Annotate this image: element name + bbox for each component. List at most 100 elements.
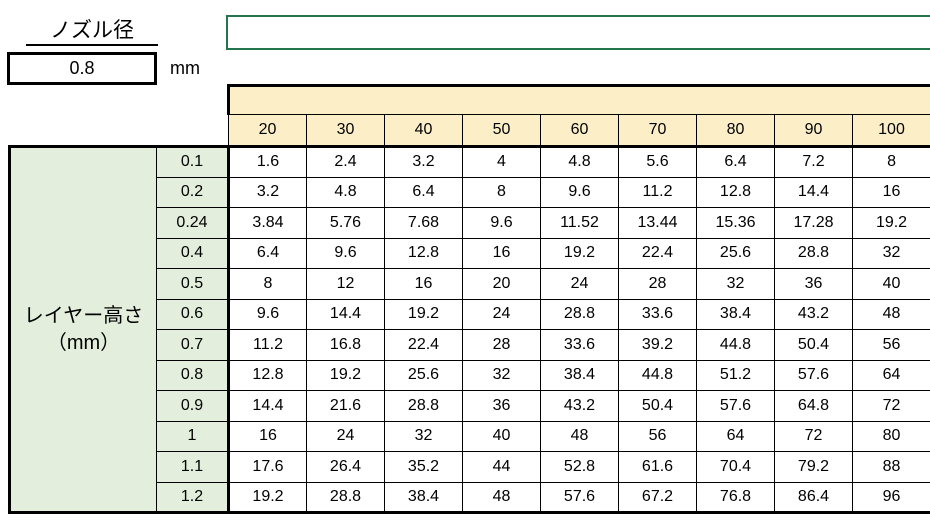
cell-h0.8-s80[interactable]: 51.2 [696, 359, 775, 391]
cell-h1.2-s90[interactable]: 86.4 [774, 481, 853, 514]
cell-h0.2-s100[interactable]: 16 [851, 176, 930, 208]
col-header-speed-30[interactable]: 30 [306, 114, 385, 148]
cell-h0.9-s80[interactable]: 57.6 [696, 390, 775, 422]
cell-h1.1-s30[interactable]: 26.4 [306, 451, 385, 483]
cell-h1.1-s50[interactable]: 44 [462, 451, 541, 483]
cell-h0.7-s30[interactable]: 16.8 [306, 329, 385, 361]
cell-h0.2-s80[interactable]: 12.8 [696, 176, 775, 208]
col-header-speed-50[interactable]: 50 [462, 114, 541, 148]
cell-h0.4-s50[interactable]: 16 [462, 237, 541, 269]
cell-h0.7-s40[interactable]: 22.4 [384, 329, 463, 361]
col-header-speed-20[interactable]: 20 [228, 114, 307, 148]
cell-h0.4-s20[interactable]: 6.4 [228, 237, 307, 269]
cell-h1-s50[interactable]: 40 [462, 420, 541, 452]
cell-h1-s40[interactable]: 32 [384, 420, 463, 452]
cell-h0.8-s30[interactable]: 19.2 [306, 359, 385, 391]
cell-h0.9-s90[interactable]: 64.8 [774, 390, 853, 422]
cell-h0.5-s40[interactable]: 16 [384, 268, 463, 300]
row-header-height-0.1[interactable]: 0.1 [156, 145, 230, 178]
cell-h0.8-s40[interactable]: 25.6 [384, 359, 463, 391]
row-header-height-0.8[interactable]: 0.8 [156, 359, 230, 391]
row-header-height-0.5[interactable]: 0.5 [156, 268, 230, 300]
cell-h0.4-s70[interactable]: 22.4 [618, 237, 697, 269]
cell-h0.8-s60[interactable]: 38.4 [540, 359, 619, 391]
cell-h0.1-s40[interactable]: 3.2 [384, 145, 463, 178]
row-header-height-0.9[interactable]: 0.9 [156, 390, 230, 422]
cell-h0.4-s80[interactable]: 25.6 [696, 237, 775, 269]
row-header-height-1.1[interactable]: 1.1 [156, 451, 230, 483]
cell-h0.9-s30[interactable]: 21.6 [306, 390, 385, 422]
cell-h1.2-s30[interactable]: 28.8 [306, 481, 385, 514]
cell-h0.6-s80[interactable]: 38.4 [696, 298, 775, 330]
cell-h0.6-s20[interactable]: 9.6 [228, 298, 307, 330]
cell-h0.8-s100[interactable]: 64 [851, 359, 930, 391]
cell-h0.6-s90[interactable]: 43.2 [774, 298, 853, 330]
cell-h0.4-s90[interactable]: 28.8 [774, 237, 853, 269]
cell-h0.2-s30[interactable]: 4.8 [306, 176, 385, 208]
cell-h0.8-s70[interactable]: 44.8 [618, 359, 697, 391]
cell-h0.9-s60[interactable]: 43.2 [540, 390, 619, 422]
cell-h1.1-s20[interactable]: 17.6 [228, 451, 307, 483]
cell-h0.24-s100[interactable]: 19.2 [851, 207, 930, 239]
cell-h0.2-s40[interactable]: 6.4 [384, 176, 463, 208]
row-header-height-1.2[interactable]: 1.2 [156, 481, 230, 514]
cell-h0.9-s70[interactable]: 50.4 [618, 390, 697, 422]
speed-header-band[interactable] [226, 84, 930, 115]
title-entry-box[interactable] [226, 15, 930, 50]
cell-h0.1-s70[interactable]: 5.6 [618, 145, 697, 178]
cell-h0.1-s30[interactable]: 2.4 [306, 145, 385, 178]
cell-h0.7-s60[interactable]: 33.6 [540, 329, 619, 361]
cell-h0.24-s70[interactable]: 13.44 [618, 207, 697, 239]
cell-h0.24-s40[interactable]: 7.68 [384, 207, 463, 239]
cell-h0.9-s40[interactable]: 28.8 [384, 390, 463, 422]
cell-h0.24-s50[interactable]: 9.6 [462, 207, 541, 239]
row-header-height-0.4[interactable]: 0.4 [156, 237, 230, 269]
cell-h0.8-s20[interactable]: 12.8 [228, 359, 307, 391]
cell-h1.2-s40[interactable]: 38.4 [384, 481, 463, 514]
cell-h1.2-s70[interactable]: 67.2 [618, 481, 697, 514]
cell-h1-s100[interactable]: 80 [851, 420, 930, 452]
col-header-speed-100[interactable]: 100 [851, 114, 930, 148]
cell-h1.1-s80[interactable]: 70.4 [696, 451, 775, 483]
cell-h0.7-s90[interactable]: 50.4 [774, 329, 853, 361]
cell-h1-s60[interactable]: 48 [540, 420, 619, 452]
cell-h0.1-s80[interactable]: 6.4 [696, 145, 775, 178]
cell-h0.2-s20[interactable]: 3.2 [228, 176, 307, 208]
cell-h1.2-s60[interactable]: 57.6 [540, 481, 619, 514]
cell-h0.1-s20[interactable]: 1.6 [228, 145, 307, 178]
cell-h1.1-s60[interactable]: 52.8 [540, 451, 619, 483]
cell-h0.24-s60[interactable]: 11.52 [540, 207, 619, 239]
cell-h0.7-s80[interactable]: 44.8 [696, 329, 775, 361]
nozzle-diameter-input[interactable]: 0.8 [7, 52, 157, 85]
cell-h0.2-s70[interactable]: 11.2 [618, 176, 697, 208]
row-header-height-1[interactable]: 1 [156, 420, 230, 452]
cell-h0.6-s100[interactable]: 48 [851, 298, 930, 330]
cell-h0.5-s20[interactable]: 8 [228, 268, 307, 300]
cell-h0.9-s50[interactable]: 36 [462, 390, 541, 422]
cell-h1-s70[interactable]: 56 [618, 420, 697, 452]
cell-h0.7-s20[interactable]: 11.2 [228, 329, 307, 361]
cell-h0.24-s90[interactable]: 17.28 [774, 207, 853, 239]
cell-h0.1-s50[interactable]: 4 [462, 145, 541, 178]
cell-h0.6-s30[interactable]: 14.4 [306, 298, 385, 330]
cell-h0.2-s90[interactable]: 14.4 [774, 176, 853, 208]
cell-h1.2-s50[interactable]: 48 [462, 481, 541, 514]
col-header-speed-70[interactable]: 70 [618, 114, 697, 148]
cell-h0.8-s50[interactable]: 32 [462, 359, 541, 391]
cell-h0.4-s40[interactable]: 12.8 [384, 237, 463, 269]
cell-h0.1-s100[interactable]: 8 [851, 145, 930, 178]
col-header-speed-80[interactable]: 80 [696, 114, 775, 148]
cell-h0.2-s60[interactable]: 9.6 [540, 176, 619, 208]
cell-h0.4-s100[interactable]: 32 [851, 237, 930, 269]
cell-h0.4-s30[interactable]: 9.6 [306, 237, 385, 269]
cell-h0.24-s30[interactable]: 5.76 [306, 207, 385, 239]
cell-h0.5-s90[interactable]: 36 [774, 268, 853, 300]
cell-h0.1-s60[interactable]: 4.8 [540, 145, 619, 178]
col-header-speed-90[interactable]: 90 [774, 114, 853, 148]
cell-h0.9-s20[interactable]: 14.4 [228, 390, 307, 422]
cell-h1-s90[interactable]: 72 [774, 420, 853, 452]
cell-h1.2-s20[interactable]: 19.2 [228, 481, 307, 514]
cell-h1-s80[interactable]: 64 [696, 420, 775, 452]
cell-h1.1-s40[interactable]: 35.2 [384, 451, 463, 483]
cell-h0.5-s50[interactable]: 20 [462, 268, 541, 300]
